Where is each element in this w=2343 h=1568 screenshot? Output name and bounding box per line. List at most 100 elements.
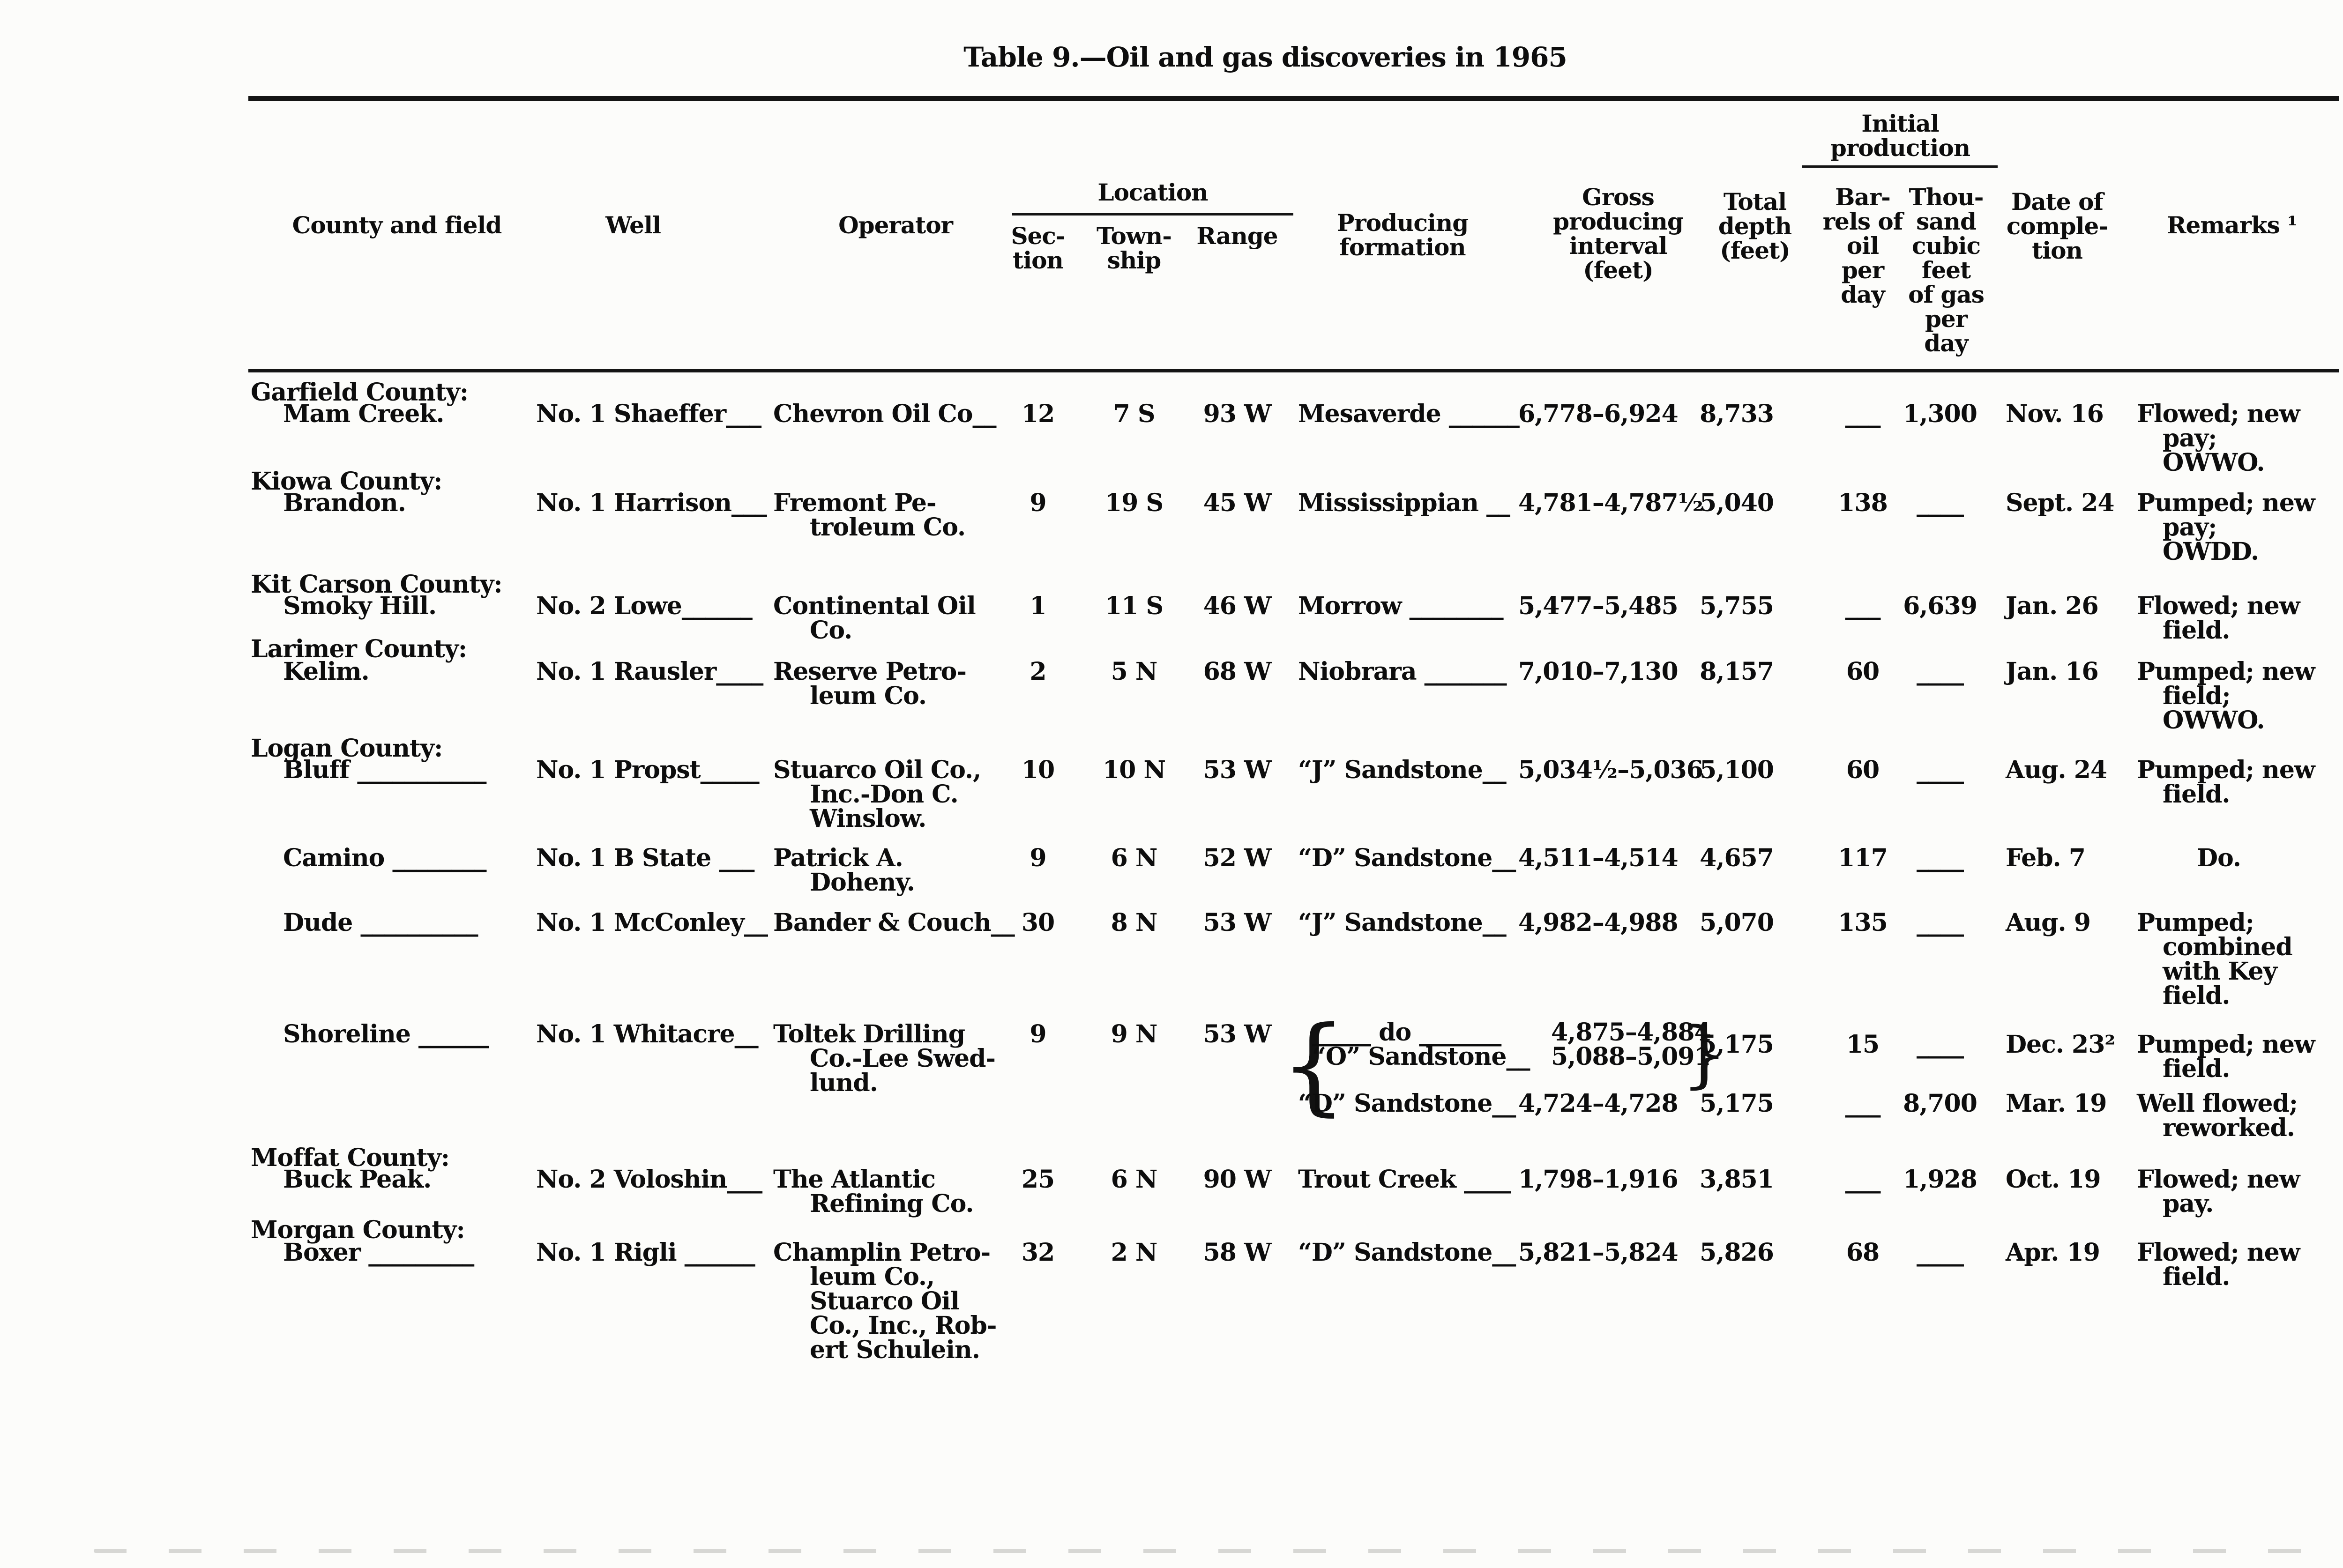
cell-morgan-gas: ____ — [1917, 1238, 1964, 1267]
cell-morgan-range: 58 W — [1203, 1238, 1272, 1267]
cell-shoreline-formation-do: _____ do _______ — [1312, 1018, 1501, 1047]
col-header-initial-production: Initial production — [1830, 110, 1970, 162]
cell-larimer-township: 5 N — [1111, 657, 1158, 686]
cell-dude-interval: 4,982–4,988 — [1518, 908, 1679, 937]
cell-garfield-gas: 1,300 — [1903, 400, 1977, 428]
cell-kit-carson-township: 11 S — [1104, 592, 1164, 620]
cell-camino-township: 6 N — [1111, 844, 1158, 872]
county-label-logan: Logan County: — [251, 734, 443, 763]
rule-top — [248, 96, 2339, 101]
cell-moffat-field: Buck Peak. — [283, 1165, 432, 1194]
county-label-kit-carson: Kit Carson County: — [251, 570, 503, 599]
cell-dude-date: Aug. 9 — [2006, 908, 2091, 937]
cell-dude-township: 8 N — [1111, 908, 1158, 937]
cell-bluff-range: 53 W — [1203, 756, 1272, 784]
cell-kit-carson-range: 46 W — [1203, 592, 1272, 620]
col-header-oil-per-day: Bar- rels of oil per day — [1822, 183, 1903, 308]
cell-morgan-depth: 5,826 — [1700, 1238, 1774, 1267]
cell-larimer-range: 68 W — [1203, 657, 1272, 686]
cell-garfield-township: 7 S — [1113, 400, 1156, 428]
col-header-total-depth: Total depth (feet) — [1718, 188, 1792, 264]
cell-camino-interval: 4,511–4,514 — [1518, 844, 1679, 872]
cell-morgan-well: No. 1 Rigli ______ — [536, 1238, 755, 1267]
cell-morgan-formation: “D” Sandstone__ — [1298, 1238, 1516, 1267]
cell-dude-field: Dude __________ — [283, 908, 478, 937]
cell-garfield-operator: Chevron Oil Co__ — [773, 400, 996, 428]
cell-shoreline-well: No. 1 Whitacre__ — [536, 1020, 759, 1048]
cell-moffat-remarks: Flowed; new pay. — [2137, 1165, 2300, 1218]
cell-kiowa-oil: 138 — [1838, 489, 1888, 517]
rule-header-bottom — [248, 369, 2339, 372]
col-header-operator: Operator — [838, 211, 953, 239]
cell-kit-carson-depth: 5,755 — [1700, 592, 1774, 620]
cell-shoreline-d-depth: 5,175 — [1700, 1089, 1774, 1118]
cell-kiowa-operator: Fremont Pe- troleum Co. — [773, 489, 966, 542]
cell-larimer-formation: Niobrara _______ — [1298, 657, 1507, 686]
cell-larimer-oil: 60 — [1846, 657, 1880, 686]
cell-bluff-operator: Stuarco Oil Co., Inc.-Don C. Winslow. — [773, 756, 981, 833]
cell-bluff-date: Aug. 24 — [2006, 756, 2107, 784]
cell-garfield-field: Mam Creek. — [283, 400, 444, 428]
col-header-range: Range — [1196, 222, 1278, 250]
cell-camino-section: 9 — [1030, 844, 1046, 872]
cell-dude-well: No. 1 McConley__ — [536, 908, 768, 937]
col-header-producing-formation: Producing formation — [1336, 209, 1469, 261]
cell-kit-carson-oil: ___ — [1845, 592, 1881, 620]
cell-camino-date: Feb. 7 — [2006, 844, 2086, 872]
cell-bluff-interval: 5,034½–5,036 — [1518, 756, 1703, 784]
cell-shoreline-field: Shoreline ______ — [283, 1020, 489, 1048]
cell-morgan-operator: Champlin Petro- leum Co., Stuarco Oil Co… — [773, 1238, 997, 1364]
rule-under-initial-production — [1802, 165, 1998, 168]
cell-moffat-formation: Trout Creek ____ — [1298, 1165, 1511, 1194]
cell-morgan-interval: 5,821–5,824 — [1518, 1238, 1679, 1267]
cell-shoreline-d-gas: 8,700 — [1903, 1089, 1977, 1118]
col-header-gas-per-day: Thou- sand cubic feet of gas per day — [1908, 183, 1985, 357]
cell-dude-gas: ____ — [1917, 908, 1964, 937]
cell-kiowa-interval: 4,781–4,787½ — [1518, 489, 1703, 517]
cell-moffat-township: 6 N — [1111, 1165, 1158, 1194]
cell-kiowa-well: No. 1 Harrison___ — [536, 489, 767, 517]
col-header-gross-interval: Gross producing interval (feet) — [1553, 183, 1684, 284]
cell-morgan-date: Apr. 19 — [2006, 1238, 2100, 1267]
cell-garfield-range: 93 W — [1203, 400, 1272, 428]
cell-garfield-interval: 6,778–6,924 — [1518, 400, 1679, 428]
cell-kiowa-township: 19 S — [1104, 489, 1164, 517]
cell-bluff-depth: 5,100 — [1700, 756, 1774, 784]
cell-shoreline-operator: Toltek Drilling Co.-Lee Swed- lund. — [773, 1020, 996, 1097]
cell-kiowa-field: Brandon. — [283, 489, 406, 517]
cell-dude-operator: Bander & Couch__ — [773, 908, 1015, 937]
cell-dude-section: 30 — [1021, 908, 1055, 937]
cell-camino-remarks: Do. — [2197, 844, 2241, 872]
brace-close: } — [1681, 1011, 1728, 1096]
cell-bluff-township: 10 N — [1103, 756, 1166, 784]
cell-kit-carson-field: Smoky Hill. — [283, 592, 437, 620]
cell-moffat-date: Oct. 19 — [2006, 1165, 2101, 1194]
cell-shoreline-interval-do: 4,875–4,884 — [1551, 1018, 1711, 1047]
cell-shoreline-range: 53 W — [1203, 1020, 1272, 1048]
cell-camino-well: No. 1 B State ___ — [536, 844, 754, 872]
cell-kiowa-range: 45 W — [1203, 489, 1272, 517]
cell-larimer-well: No. 1 Rausler____ — [536, 657, 763, 686]
col-header-section: Sec- tion — [1011, 222, 1065, 274]
cell-dude-formation: “J” Sandstone__ — [1298, 908, 1507, 937]
cell-kiowa-date: Sept. 24 — [2006, 489, 2115, 517]
cell-bluff-well: No. 1 Propst_____ — [536, 756, 760, 784]
cell-morgan-section: 32 — [1021, 1238, 1055, 1267]
cell-shoreline-d-formation: “D” Sandstone__ — [1298, 1089, 1516, 1118]
cell-camino-oil: 117 — [1838, 844, 1888, 872]
col-header-county-field: County and field — [292, 211, 502, 239]
cell-larimer-date: Jan. 16 — [2006, 657, 2099, 686]
cell-kit-carson-well: No. 2 Lowe______ — [536, 592, 753, 620]
cell-bluff-oil: 60 — [1846, 756, 1880, 784]
cell-dude-range: 53 W — [1203, 908, 1272, 937]
cell-morgan-township: 2 N — [1111, 1238, 1158, 1267]
cell-shoreline-remarks: Pumped; new field. — [2137, 1030, 2315, 1083]
cell-morgan-remarks: Flowed; new field. — [2137, 1238, 2300, 1291]
cell-kit-carson-section: 1 — [1030, 592, 1046, 620]
col-header-date-of-completion: Date of comple- tion — [2006, 188, 2108, 264]
cell-shoreline-formation-o: “O” Sandstone__ — [1312, 1042, 1530, 1071]
cell-shoreline-oil: 15 — [1846, 1030, 1880, 1059]
cell-shoreline-d-date: Mar. 19 — [2006, 1089, 2107, 1118]
county-label-kiowa: Kiowa County: — [251, 467, 442, 496]
cell-bluff-remarks: Pumped; new field. — [2137, 756, 2315, 809]
